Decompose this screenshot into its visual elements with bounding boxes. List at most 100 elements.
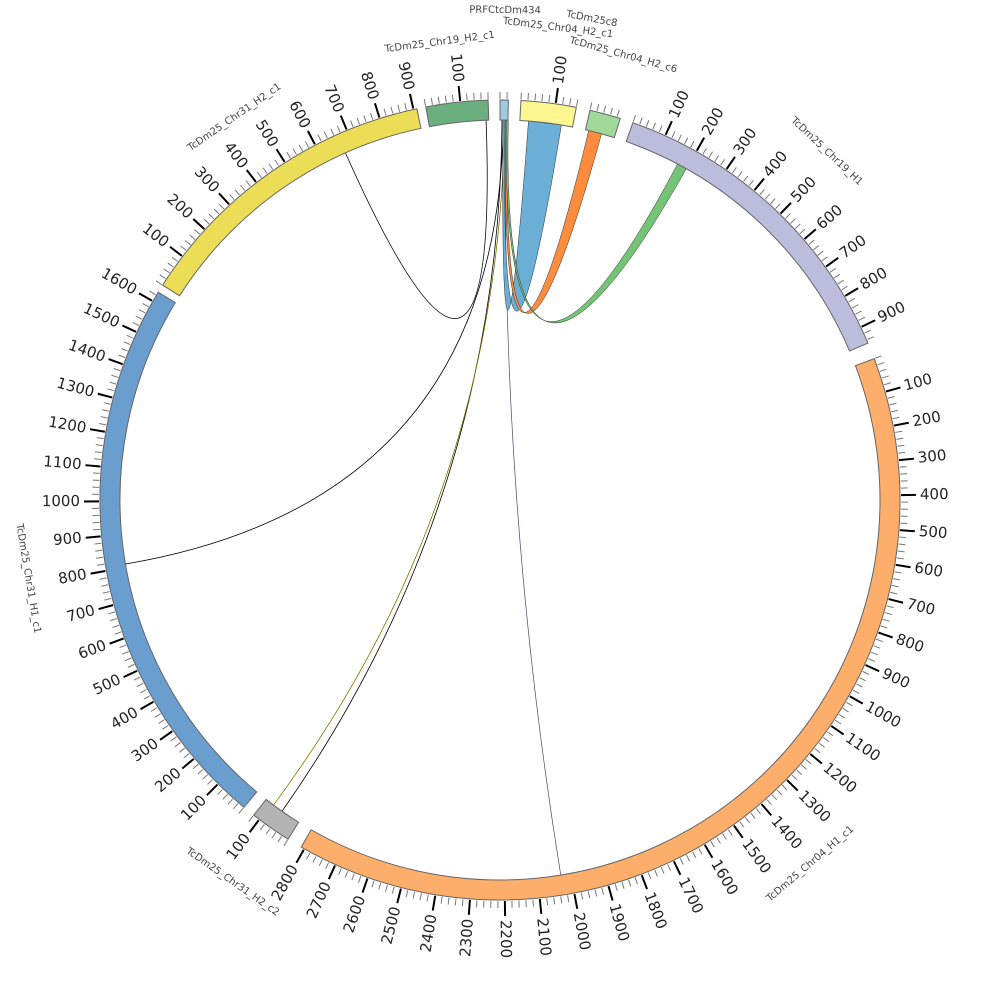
- minor-tick: [363, 115, 367, 123]
- major-tick: [275, 148, 286, 163]
- minor-tick: [95, 549, 103, 552]
- minor-tick: [632, 114, 636, 122]
- minor-tick: [271, 832, 277, 839]
- major-tick: [779, 202, 792, 215]
- minor-tick: [350, 120, 354, 128]
- minor-tick: [218, 203, 225, 210]
- minor-tick: [879, 368, 887, 372]
- minor-tick: [867, 336, 875, 340]
- tick-label: 500: [918, 522, 948, 542]
- minor-tick: [877, 361, 885, 366]
- minor-tick: [371, 880, 375, 888]
- minor-tick: [716, 837, 721, 844]
- minor-tick: [298, 144, 303, 152]
- minor-tick: [184, 240, 191, 246]
- minor-tick: [109, 381, 117, 385]
- link: [273, 120, 506, 806]
- major-tick: [123, 669, 138, 679]
- minor-tick: [286, 151, 291, 159]
- segment-label: TcDm25_Chr04_H2_c6: [567, 35, 678, 76]
- major-tick: [803, 228, 817, 240]
- tick-label: 1600: [98, 264, 140, 299]
- tick-label: 200: [163, 190, 196, 223]
- minor-tick: [826, 731, 834, 737]
- tick-label: 2300: [456, 918, 477, 957]
- minor-tick: [580, 892, 584, 900]
- tick-label: 700: [65, 601, 97, 626]
- minor-tick: [404, 103, 407, 111]
- tick-label: 100: [902, 369, 934, 394]
- minor-tick: [814, 748, 821, 754]
- link-outline: [505, 120, 561, 876]
- minor-tick: [370, 112, 374, 120]
- minor-tick: [838, 713, 846, 719]
- tick-label: 800: [894, 630, 927, 656]
- minor-tick: [818, 742, 825, 748]
- major-tick: [844, 287, 859, 297]
- minor-tick: [759, 188, 765, 195]
- minor-tick: [268, 163, 274, 170]
- segments-layer: [99, 99, 901, 901]
- minor-tick: [702, 147, 707, 155]
- tick-label: 1000: [42, 492, 80, 510]
- major-tick: [861, 319, 876, 328]
- minor-tick: [890, 591, 898, 595]
- minor-tick: [634, 877, 639, 885]
- major-tick: [85, 464, 101, 468]
- minor-tick: [587, 891, 591, 899]
- major-tick: [554, 87, 559, 104]
- tick-label: 1200: [47, 413, 88, 437]
- minor-tick: [430, 97, 433, 105]
- tick-label: 600: [813, 201, 846, 233]
- minor-tick: [645, 119, 650, 127]
- major-tick: [139, 700, 154, 711]
- minor-tick: [437, 96, 440, 104]
- tick-label: 600: [76, 636, 109, 663]
- minor-tick: [248, 815, 254, 822]
- major-tick: [108, 358, 124, 366]
- minor-tick: [848, 298, 856, 303]
- major-tick: [849, 695, 864, 705]
- minor-tick: [603, 105, 607, 113]
- minor-tick: [731, 167, 737, 174]
- minor-tick: [140, 689, 147, 694]
- minor-tick: [123, 341, 131, 346]
- minor-tick: [318, 859, 323, 866]
- minor-tick: [817, 250, 824, 256]
- major-tick: [431, 895, 437, 911]
- tick-label: 200: [698, 104, 728, 138]
- minor-tick: [323, 131, 328, 139]
- minor-tick: [771, 794, 778, 801]
- major-tick: [695, 137, 706, 152]
- major-tick: [733, 825, 744, 839]
- major-tick: [457, 85, 462, 102]
- minor-tick: [799, 228, 806, 235]
- minor-tick: [126, 334, 134, 339]
- tick-label: 400: [107, 703, 141, 733]
- tick-label: 600: [285, 98, 314, 132]
- minor-tick: [183, 753, 190, 759]
- tick-label: 1100: [842, 729, 884, 765]
- minor-tick: [154, 713, 161, 718]
- minor-tick: [233, 803, 239, 810]
- major-tick: [159, 730, 173, 741]
- major-tick: [640, 874, 648, 890]
- link: [281, 120, 503, 812]
- major-tick: [760, 803, 773, 817]
- minor-tick: [93, 528, 101, 531]
- minor-tick: [174, 742, 181, 748]
- tick-label: 800: [857, 263, 891, 293]
- major-tick: [607, 885, 614, 901]
- minor-tick: [234, 189, 240, 196]
- major-tick: [181, 758, 195, 770]
- minor-tick: [897, 550, 905, 553]
- minor-tick: [133, 676, 141, 681]
- minor-tick: [750, 812, 756, 819]
- minor-tick: [357, 875, 362, 883]
- minor-tick: [317, 134, 322, 142]
- major-tick: [895, 563, 911, 569]
- tick-label: 1600: [707, 856, 742, 898]
- minor-tick: [240, 184, 246, 191]
- ticks-layer: 1001002003004005006007008009001002003004…: [42, 53, 949, 959]
